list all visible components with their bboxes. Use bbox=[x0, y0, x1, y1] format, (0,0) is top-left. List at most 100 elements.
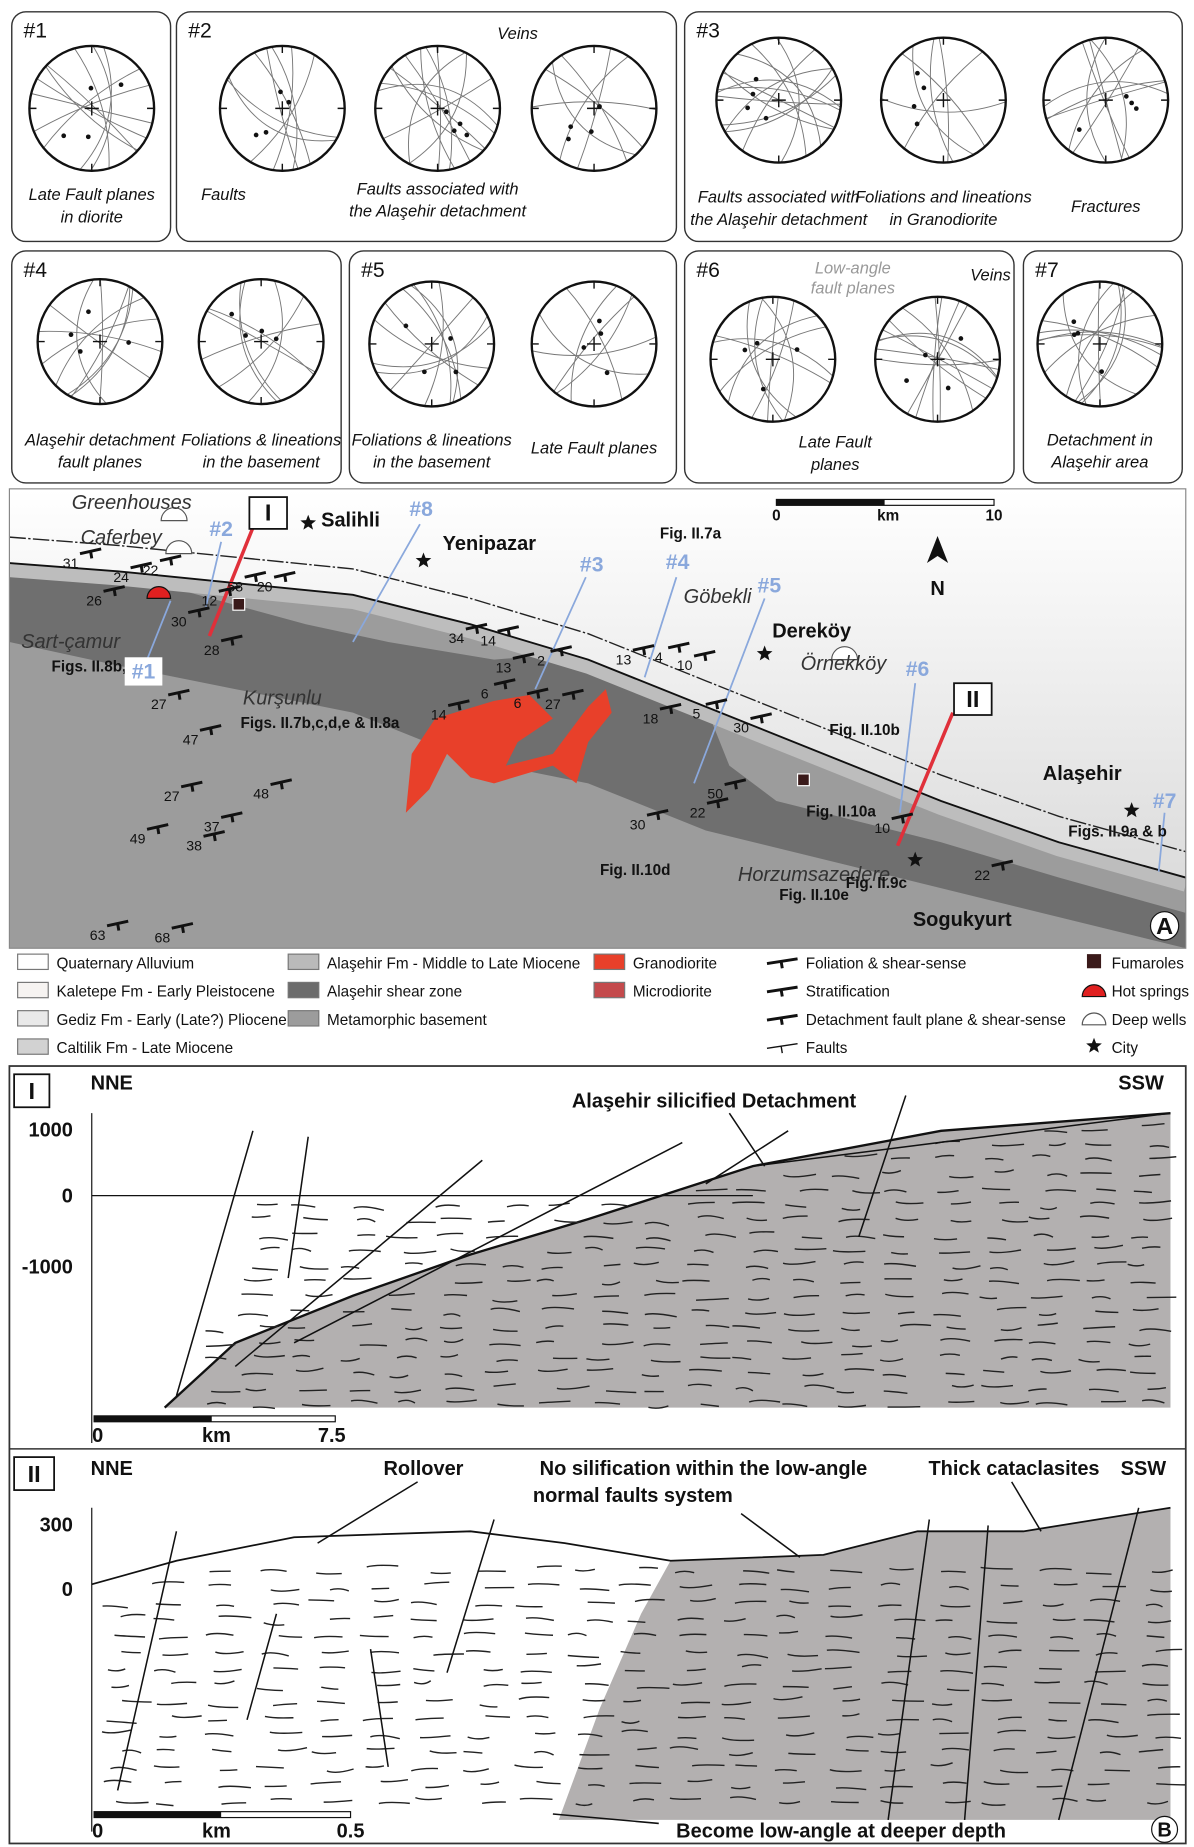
stereonet-caption: the Alaşehir detachment bbox=[349, 203, 527, 221]
section-label: II bbox=[28, 1461, 41, 1487]
stereonet-caption: planes bbox=[810, 456, 859, 474]
pole bbox=[119, 82, 124, 87]
stereonet-caption: Foliations & lineations bbox=[352, 431, 512, 449]
map-label: Greenhouses bbox=[72, 492, 192, 514]
legend-symbol bbox=[1087, 954, 1101, 968]
map-label: Fig. II.9c bbox=[846, 875, 908, 892]
dip-value: 48 bbox=[253, 786, 269, 802]
body: #1Late Fault planesin diorite#2FaultsFau… bbox=[0, 0, 1194, 1847]
panel-label: #5 bbox=[361, 259, 385, 282]
foliation-dash bbox=[265, 1786, 287, 1787]
pole bbox=[915, 122, 920, 127]
pole bbox=[755, 341, 760, 346]
fumarole bbox=[798, 774, 810, 786]
dip-value: 26 bbox=[86, 592, 102, 608]
stereonet-caption: Late Fault planes bbox=[531, 439, 657, 457]
legend-swatch bbox=[288, 982, 319, 997]
legend-label: Faults bbox=[806, 1040, 848, 1057]
dip-value: 27 bbox=[545, 696, 561, 712]
legend-swatch bbox=[18, 1011, 49, 1026]
scale-label: 10 bbox=[986, 508, 1003, 525]
foliation-dash bbox=[220, 1770, 237, 1771]
map-label: Örnekköy bbox=[801, 653, 888, 675]
foliation-dash bbox=[1037, 1786, 1063, 1787]
foliation-dash bbox=[431, 1573, 451, 1574]
pole bbox=[229, 312, 234, 317]
stereonet-caption: Alaşehir detachment bbox=[24, 431, 176, 449]
foliation-dash bbox=[372, 1588, 390, 1589]
foliation-dash bbox=[682, 1280, 709, 1281]
pole bbox=[1076, 331, 1081, 336]
foliation-dash bbox=[157, 1749, 175, 1750]
legend-label: Stratification bbox=[806, 984, 890, 1001]
foliation-dash bbox=[653, 1328, 670, 1329]
dip-value: 27 bbox=[164, 788, 180, 804]
figure: #1Late Fault planesin diorite#2FaultsFau… bbox=[0, 0, 1194, 1847]
legend-label: Caltilik Fm - Late Miocene bbox=[56, 1040, 233, 1057]
map-label: #8 bbox=[409, 498, 433, 521]
dip-value: 5 bbox=[692, 706, 700, 722]
annotation: No silification within the low-angle bbox=[540, 1458, 868, 1480]
dip-value: 6 bbox=[514, 695, 522, 711]
annotation: Thick cataclasites bbox=[928, 1458, 1099, 1480]
legend-label: Deep wells bbox=[1112, 1012, 1187, 1029]
pole bbox=[1134, 106, 1139, 111]
foliation-dash bbox=[330, 1618, 350, 1619]
pole bbox=[126, 340, 131, 345]
dip-value: 22 bbox=[143, 562, 159, 578]
legend-symbol bbox=[767, 1044, 798, 1053]
pole bbox=[904, 378, 909, 383]
stereonet-caption: in the basement bbox=[373, 454, 492, 472]
pole bbox=[1124, 94, 1129, 99]
dip-value: 6 bbox=[481, 686, 489, 702]
foliation-dash bbox=[308, 1600, 334, 1601]
map-label: #5 bbox=[758, 574, 782, 597]
foliation-dash bbox=[209, 1584, 231, 1585]
dip-value: 30 bbox=[171, 614, 187, 630]
legend-label: Granodiorite bbox=[633, 955, 717, 972]
scale-label: 0 bbox=[92, 1425, 103, 1447]
stereonet-caption: fault planes bbox=[58, 454, 142, 472]
legend-label: City bbox=[1112, 1040, 1139, 1057]
pole bbox=[61, 133, 66, 138]
stereonet-caption: Late Fault bbox=[799, 434, 874, 452]
foliation-dash bbox=[687, 1264, 708, 1265]
pole bbox=[259, 329, 264, 334]
legend-swatch bbox=[18, 954, 49, 969]
foliation-dash bbox=[357, 1235, 375, 1236]
legend-swatch bbox=[288, 1011, 319, 1026]
dip-value: 22 bbox=[974, 867, 990, 883]
pole bbox=[912, 104, 917, 109]
foliation-dash bbox=[360, 1345, 387, 1346]
scale-label: km bbox=[202, 1821, 231, 1843]
pole bbox=[243, 333, 248, 338]
stereonet-title: Veins bbox=[970, 266, 1011, 284]
section-end: SSW bbox=[1121, 1458, 1167, 1480]
foliation-dash bbox=[840, 1282, 860, 1283]
dip-value: 14 bbox=[480, 632, 496, 648]
dip-value: 10 bbox=[677, 657, 693, 673]
annotation: Rollover bbox=[383, 1458, 463, 1480]
map-label: Fig. II.10a bbox=[806, 803, 876, 820]
map-label: Sart-çamur bbox=[21, 631, 121, 653]
pole bbox=[254, 133, 259, 138]
dip-value: 30 bbox=[733, 720, 749, 736]
legend-label: Microdiorite bbox=[633, 984, 712, 1001]
map-label: #7 bbox=[1153, 790, 1177, 813]
legend-label: Quaternary Alluvium bbox=[56, 955, 194, 972]
stereonet-caption: Detachment in bbox=[1047, 431, 1153, 449]
foliation-dash bbox=[939, 1733, 968, 1734]
foliation-dash bbox=[1095, 1671, 1126, 1672]
scale-bar-fill bbox=[94, 1416, 212, 1422]
pole bbox=[453, 370, 458, 375]
foliation-dash bbox=[271, 1799, 292, 1800]
dip-value: 49 bbox=[130, 830, 146, 846]
map-label: Alaşehir bbox=[1043, 763, 1122, 785]
legend-swatch bbox=[18, 982, 49, 997]
pole bbox=[566, 137, 571, 142]
depth-label: 0 bbox=[62, 1579, 73, 1601]
depth-label: 1000 bbox=[28, 1120, 72, 1142]
foliation-dash bbox=[828, 1606, 851, 1607]
pole bbox=[464, 133, 469, 138]
dip-value: 18 bbox=[643, 710, 659, 726]
